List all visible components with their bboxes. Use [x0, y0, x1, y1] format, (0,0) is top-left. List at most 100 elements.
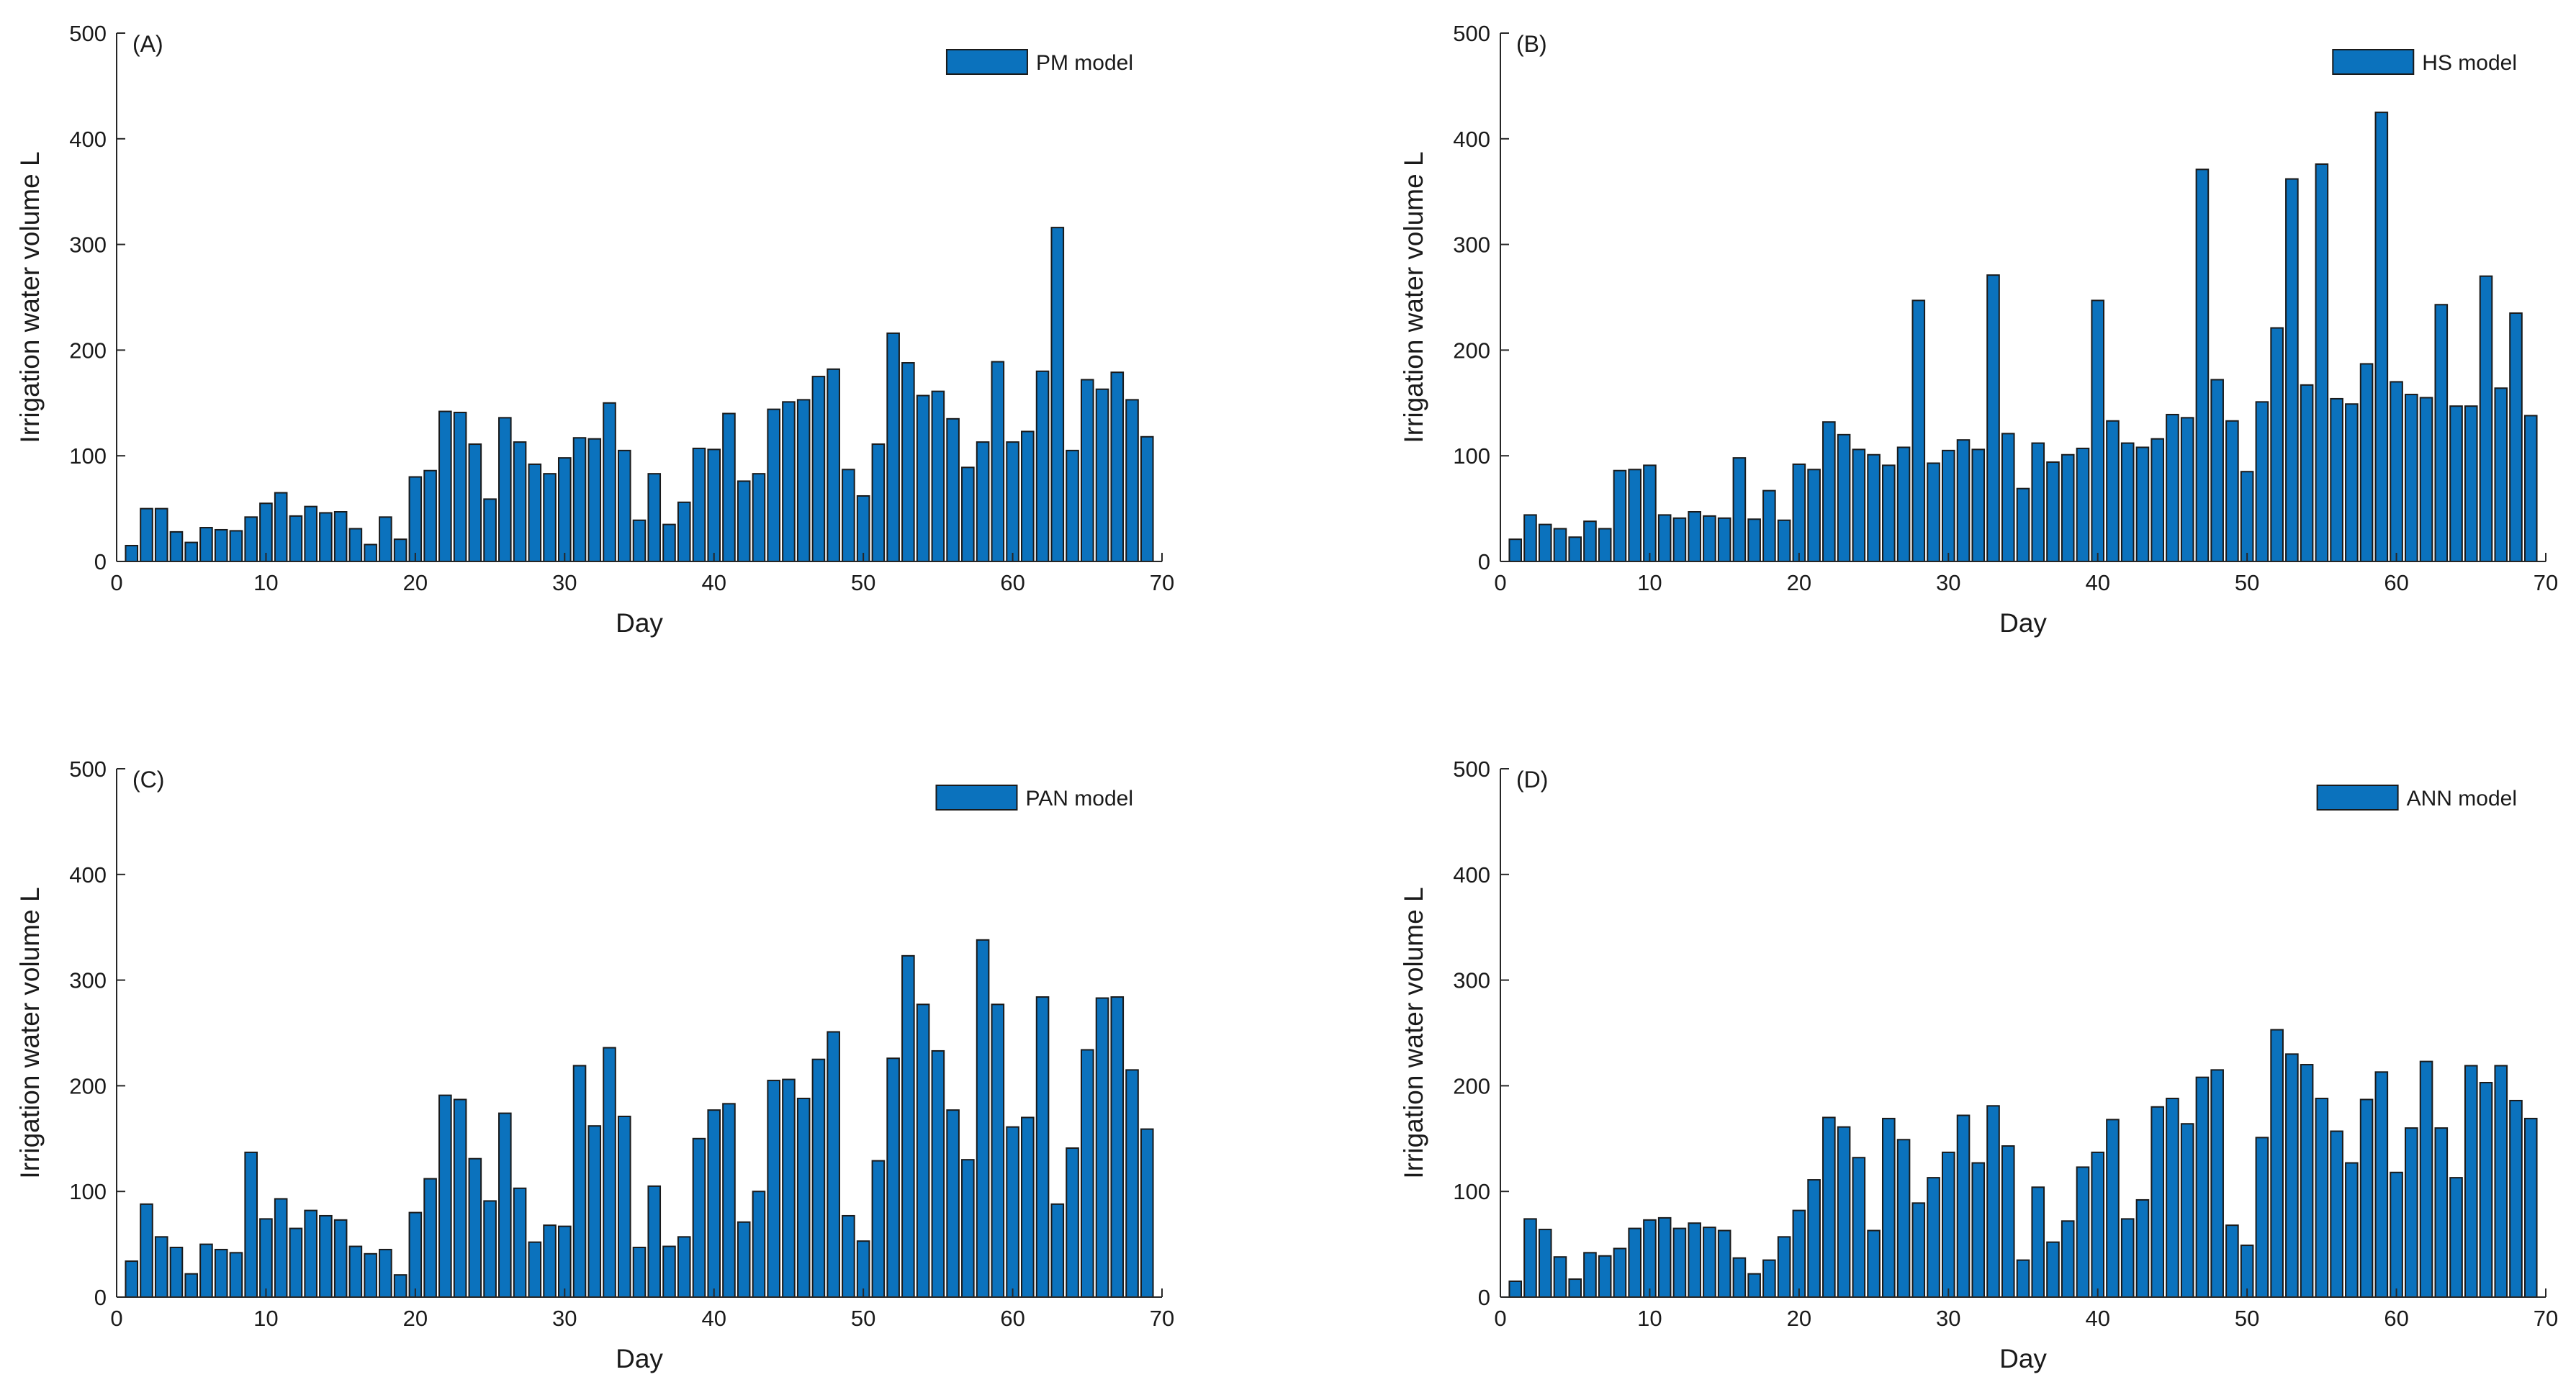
bar — [229, 1252, 243, 1298]
y-tick-label: 0 — [94, 1285, 107, 1310]
bar — [1792, 1209, 1806, 1299]
bar — [1066, 449, 1079, 562]
y-tick-label: 100 — [1453, 443, 1490, 469]
bar — [1747, 1273, 1761, 1298]
y-axis-label: Irrigation water volume L — [15, 151, 45, 443]
bar — [1852, 448, 1866, 563]
bar — [169, 531, 184, 562]
bar — [2419, 1060, 2433, 1298]
bar — [886, 1057, 900, 1299]
bar — [2300, 1064, 2314, 1299]
bar — [916, 1003, 930, 1298]
bar — [1688, 1222, 1701, 1298]
panel-label: (C) — [132, 767, 164, 793]
bar — [603, 1047, 616, 1298]
bar — [1837, 1126, 1851, 1298]
y-tick-label: 500 — [1453, 21, 1490, 46]
bar — [423, 469, 437, 563]
bar — [2106, 1119, 2120, 1298]
y-tick-label: 500 — [1453, 757, 1490, 782]
bar — [1523, 1218, 1537, 1299]
bar — [528, 1241, 542, 1298]
bar — [557, 1225, 572, 1299]
bar — [2523, 415, 2538, 563]
y-tick-label: 400 — [1453, 127, 1490, 152]
bar — [348, 528, 363, 563]
bar — [2359, 1098, 2374, 1298]
bar — [319, 1214, 333, 1298]
x-tick-label: 40 — [2085, 570, 2109, 595]
bar — [871, 1160, 886, 1299]
bar — [1896, 446, 1911, 562]
bar — [1021, 430, 1035, 562]
bar — [2180, 1123, 2194, 1299]
bar — [2345, 403, 2359, 562]
bar — [2419, 397, 2433, 563]
bar — [901, 362, 915, 562]
y-tick-label: 400 — [1453, 862, 1490, 888]
bar — [2225, 420, 2239, 562]
bar — [767, 1080, 780, 1299]
bar — [393, 1274, 407, 1298]
bar — [842, 469, 855, 562]
bar — [393, 538, 407, 562]
bar — [1986, 274, 2000, 562]
bar — [125, 544, 139, 562]
bar — [304, 1209, 318, 1299]
bar — [289, 515, 303, 562]
bar — [1628, 469, 1641, 562]
bar — [1508, 538, 1523, 562]
bar — [782, 1078, 796, 1299]
bar — [2374, 112, 2389, 563]
bar — [125, 1260, 139, 1299]
bar — [483, 1200, 497, 1298]
bar — [1732, 457, 1747, 562]
bar — [617, 1115, 631, 1299]
bar — [244, 1151, 258, 1299]
bar — [1598, 1255, 1612, 1299]
y-tick-label: 100 — [1453, 1179, 1490, 1204]
y-tick-label: 0 — [1478, 549, 1490, 574]
bar — [2509, 312, 2523, 562]
bar — [1035, 370, 1050, 562]
bar — [1911, 1202, 1926, 1299]
bar — [2405, 394, 2418, 563]
x-tick-label: 50 — [851, 570, 875, 595]
chart-panel: 0 10 20 30 40 50 60 70 0 100 200 300 400 500 Day Irriga… — [15, 757, 1174, 1373]
bar — [2001, 1145, 2015, 1299]
x-axis-label: Day — [1999, 608, 2047, 638]
bar — [1777, 1236, 1791, 1298]
bar — [2315, 1098, 2329, 1298]
bar — [871, 443, 886, 562]
y-axis-label: Irrigation water volume L — [1399, 887, 1428, 1178]
bar — [1613, 1247, 1627, 1299]
bar — [1703, 515, 1716, 562]
x-tick-label: 60 — [1000, 570, 1024, 595]
x-tick-label: 50 — [2235, 1306, 2259, 1331]
chart-panel: 0 10 20 30 40 50 60 70 0 100 200 300 400 500 Day Irriga… — [1399, 757, 2558, 1373]
bar — [2345, 1162, 2359, 1298]
y-tick-label: 200 — [1453, 338, 1490, 363]
bar — [1747, 518, 1761, 563]
bar — [2464, 405, 2478, 562]
bar — [348, 1245, 363, 1299]
bar — [199, 1243, 213, 1298]
bar — [184, 541, 199, 562]
bar — [1050, 227, 1065, 562]
bar — [2479, 1081, 2493, 1298]
bar — [752, 473, 766, 563]
bar — [408, 476, 423, 562]
bar — [140, 1203, 153, 1299]
bar — [1867, 453, 1881, 562]
bar — [1006, 1126, 1019, 1298]
bar — [1822, 421, 1836, 562]
bar — [796, 399, 811, 562]
bar — [333, 1219, 348, 1299]
bar — [2046, 461, 2060, 562]
bar — [707, 1109, 721, 1298]
bar — [976, 441, 990, 563]
bar — [1732, 1257, 1747, 1298]
legend: ANN model — [2316, 785, 2517, 811]
x-tick-label: 10 — [1637, 1306, 1662, 1331]
bar — [2523, 1117, 2538, 1298]
